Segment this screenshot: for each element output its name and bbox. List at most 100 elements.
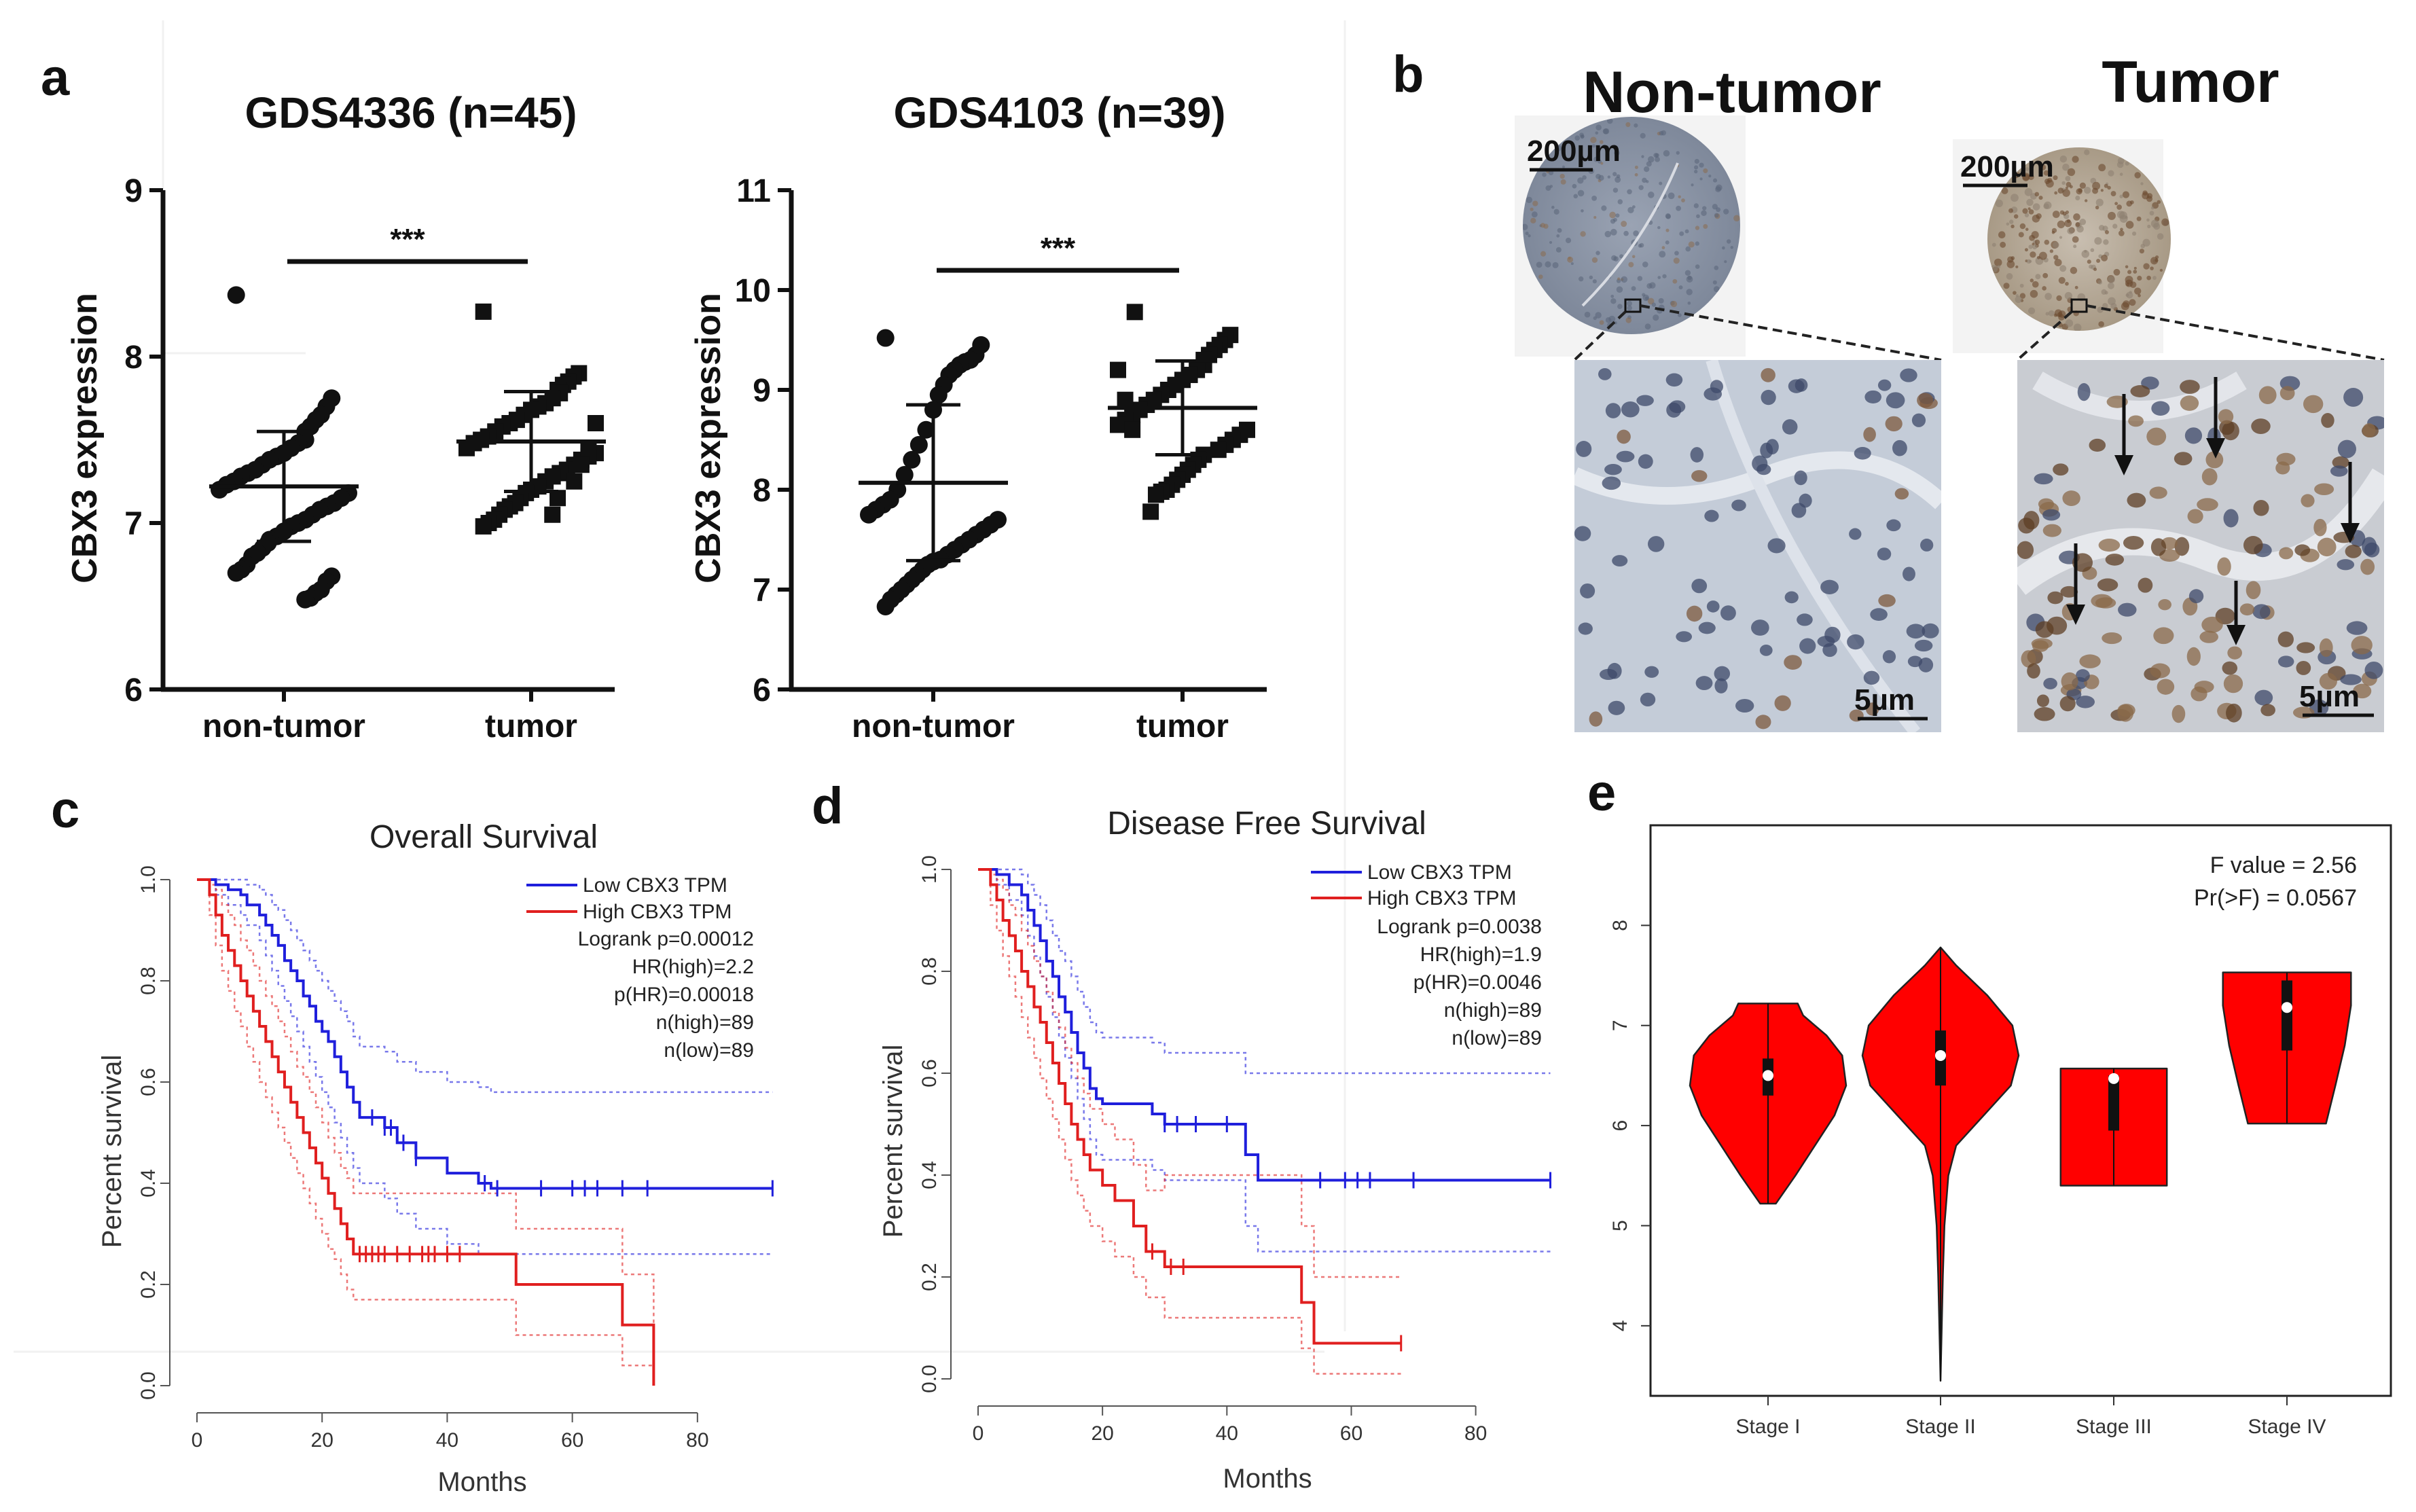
data-point	[544, 506, 561, 523]
texture-dot	[1615, 177, 1621, 183]
texture-cell	[1605, 403, 1621, 418]
texture-cell	[2194, 681, 2214, 694]
texture-dot	[2059, 155, 2068, 163]
texture-dot	[1619, 254, 1624, 259]
texture-dot	[1559, 173, 1565, 179]
tumor-scale-small: 5µm	[2299, 680, 2360, 713]
texture-dot	[2126, 200, 2133, 207]
texture-cell	[1698, 622, 1716, 634]
texture-dot	[1699, 177, 1703, 181]
texture-dot	[1681, 198, 1685, 202]
texture-dot	[2006, 273, 2013, 280]
censor-marks	[358, 1109, 774, 1263]
texture-dot	[1610, 228, 1617, 236]
texture-dot	[1604, 230, 1612, 238]
tumor-core-texture	[1990, 149, 2169, 331]
texture-cell	[2061, 672, 2078, 691]
texture-dot	[1678, 285, 1683, 290]
texture-dot	[1665, 213, 1671, 219]
texture-cell	[2337, 439, 2356, 458]
scatter-chart-gds4103: GDS4103 (n=39) CBX3 expression 67891011 …	[689, 88, 1267, 744]
texture-cell	[1774, 695, 1791, 711]
texture-dot	[1615, 213, 1620, 218]
texture-cell	[1574, 526, 1591, 541]
texture-dot	[1646, 180, 1649, 183]
texture-dot	[2015, 295, 2022, 304]
plot-frame	[1649, 824, 2392, 1397]
y-tick-label: 0.2	[918, 1263, 941, 1291]
texture-dot	[1540, 223, 1546, 228]
texture-cell	[2364, 661, 2383, 679]
texture-cell	[2252, 604, 2271, 619]
texture-cell	[1598, 367, 1612, 380]
texture-dot	[2062, 163, 2070, 171]
data-point	[588, 415, 604, 431]
texture-dot	[1676, 151, 1680, 155]
texture-cell	[2130, 385, 2150, 397]
texture-dot	[2038, 196, 2043, 200]
texture-dot	[1532, 200, 1538, 206]
texture-dot	[2032, 281, 2039, 288]
texture-dot	[2024, 188, 2033, 196]
texture-dot	[2030, 278, 2034, 283]
confidence-bands	[197, 878, 773, 1386]
texture-dot	[2045, 179, 2054, 188]
texture-dot	[2117, 157, 2125, 164]
texture-cell	[2258, 386, 2277, 405]
texture-dot	[1695, 226, 1700, 230]
x-category-labels: non-tumor tumor	[852, 689, 1229, 744]
texture-dot	[2078, 188, 2083, 193]
texture-cell	[2201, 616, 2223, 633]
texture-dot	[1693, 203, 1699, 209]
texture-dot	[2057, 220, 2066, 229]
arrow-3	[2341, 462, 2360, 543]
y-tick-label: 11	[736, 173, 771, 209]
texture-dot	[1640, 132, 1646, 139]
texture-cell	[2118, 602, 2137, 617]
texture-dot	[1684, 270, 1691, 276]
survival-curve	[978, 868, 1551, 1182]
texture-dot	[1730, 246, 1733, 249]
texture-dot	[1998, 231, 2006, 239]
texture-cell	[2317, 537, 2337, 557]
texture-cell	[1706, 600, 1720, 613]
data-point	[566, 473, 583, 490]
texture-dot	[1582, 175, 1587, 180]
texture-dot	[1572, 183, 1577, 189]
data-point	[876, 329, 895, 347]
texture-dot	[2036, 213, 2042, 219]
texture-cell	[1710, 380, 1723, 393]
stat-n-high: n(high)=89	[656, 1011, 754, 1034]
texture-cell	[2279, 386, 2295, 401]
non-tumor-core-texture	[1523, 118, 1740, 330]
texture-dot	[1714, 213, 1719, 218]
texture-dot	[1695, 264, 1700, 269]
texture-cell	[2076, 669, 2090, 682]
texture-dot	[2136, 216, 2142, 221]
texture-dot	[1599, 320, 1604, 325]
texture-cell	[1863, 427, 1876, 442]
x-tick-label: 80	[686, 1429, 708, 1452]
y-tick-label: 0.8	[137, 967, 160, 995]
texture-dot	[1670, 300, 1678, 308]
y-axis-label: CBX3 expression	[689, 293, 728, 583]
texture-dot	[2019, 283, 2024, 288]
texture-dot	[2125, 265, 2129, 269]
x-tick-label: Stage II	[1905, 1416, 1975, 1438]
y-tick-label: 9	[124, 173, 143, 209]
x-tick-label: 0	[973, 1422, 984, 1445]
texture-dot	[2134, 287, 2142, 295]
texture-dot	[1621, 221, 1627, 228]
texture-dot	[2025, 228, 2029, 231]
texture-cell	[2174, 537, 2190, 556]
texture-dot	[1694, 158, 1699, 164]
texture-dot	[1663, 150, 1670, 157]
data-point	[1147, 486, 1164, 503]
texture-dot	[2011, 194, 2019, 202]
texture-dot	[2126, 291, 2133, 299]
texture-dot	[2065, 175, 2071, 181]
texture-streak	[1574, 451, 1941, 509]
x-tick-label: Stage I	[1735, 1416, 1800, 1438]
scan-artefacts	[14, 20, 1346, 1353]
texture-dot	[1627, 206, 1634, 214]
